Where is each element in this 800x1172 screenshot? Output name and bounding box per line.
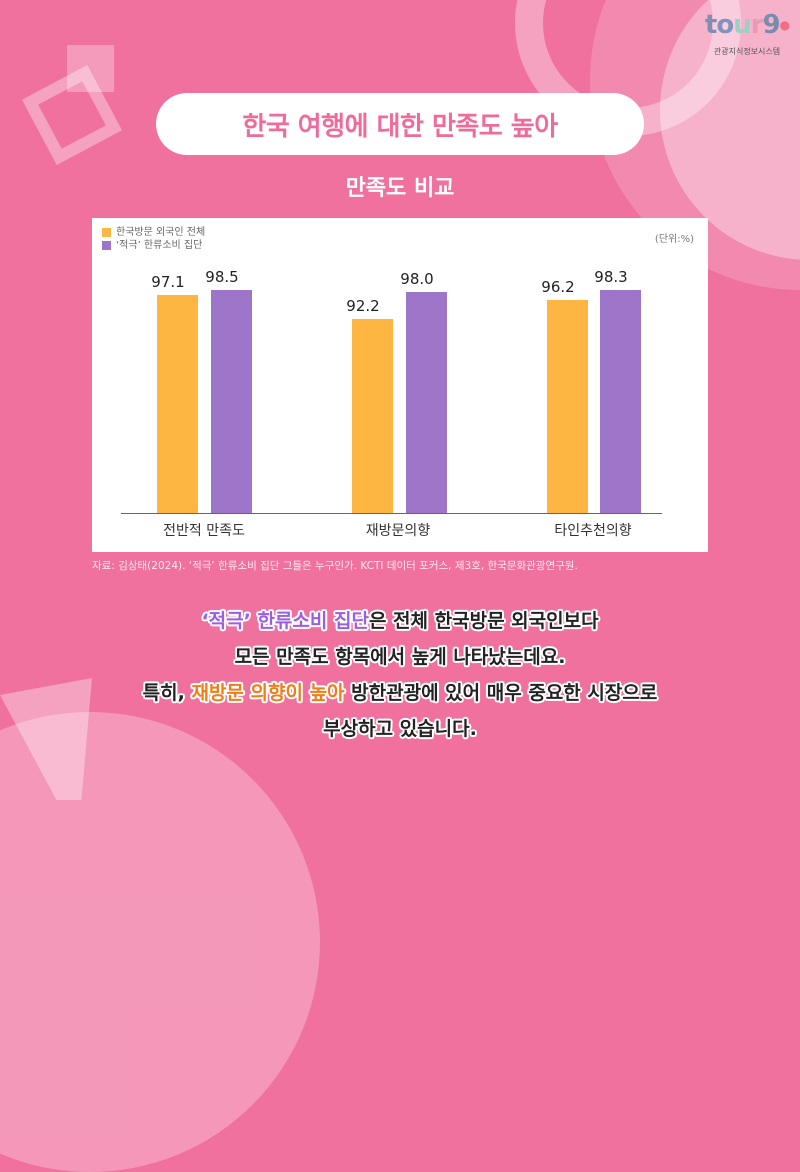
bar-chart: 한국방문 외국인 전체 ‘적극’ 한류소비 집단 (단위:%) 97.1 98.… [92,218,708,552]
legend-item-overall: 한국방문 외국인 전체 [102,226,205,239]
title-banner: 한국 여행에 대한 만족도 높아 [156,93,644,155]
background-circle-decoration [0,712,320,1172]
bar-value-label: 98.3 [594,268,628,286]
summary-line-2: 모든 만족도 항목에서 높게 나타났는데요. [234,646,566,668]
legend-item-active: ‘적극’ 한류소비 집단 [102,239,205,252]
bar-revisit-all [352,319,393,513]
summary-line-1: ‘적극’ 한류소비 집단은 전체 한국방문 외국인보다 [201,610,599,632]
tour9-logo: tour9● 관광지식정보시스템 [697,10,797,57]
bar-revisit-active [406,292,447,513]
category-label: 전반적 만족도 [163,523,245,539]
bar-overall-satisfaction-all [157,295,198,513]
bar-value-label: 96.2 [541,278,575,296]
legend-swatch [102,228,111,237]
square-outline-decoration [21,64,123,166]
bar-value-label: 92.2 [346,297,380,315]
bar-value-label: 97.1 [151,273,185,291]
unit-label: (단위:%) [654,234,694,245]
highlight-revisit: 재방문 의향이 높아 [191,682,345,704]
page-title: 한국 여행에 대한 만족도 높아 [242,111,558,142]
chart-title: 만족도 비교 [345,176,455,201]
legend-swatch [102,241,111,250]
summary-text: ‘적극’ 한류소비 집단은 전체 한국방문 외국인보다 모든 만족도 항목에서 … [0,603,800,747]
logo-subtitle: 관광지식정보시스템 [713,47,781,56]
summary-line-3: 특히, 재방문 의향이 높아 방한관광에 있어 매우 중요한 시장으로 [142,682,658,704]
bar-recommend-all [547,300,588,513]
map-pin-icon: ● [779,18,791,32]
x-axis-line [121,513,662,514]
square-decoration [67,45,114,92]
category-label: 타인추천의향 [554,523,632,539]
bar-value-label: 98.0 [400,270,434,288]
logo-wordmark: tour9● [704,10,791,40]
source-citation: 자료: 김상태(2024). ‘적극’ 한류소비 집단 그들은 누구인가. KC… [92,560,578,572]
bar-value-label: 98.5 [205,268,239,286]
bar-overall-satisfaction-active [211,290,252,513]
bar-recommend-active [600,290,641,513]
chart-legend: 한국방문 외국인 전체 ‘적극’ 한류소비 집단 [102,226,205,252]
summary-line-4: 부상하고 있습니다. [323,718,477,740]
highlight-active-group: ‘적극’ 한류소비 집단 [201,610,369,632]
category-label: 재방문의향 [365,523,431,539]
